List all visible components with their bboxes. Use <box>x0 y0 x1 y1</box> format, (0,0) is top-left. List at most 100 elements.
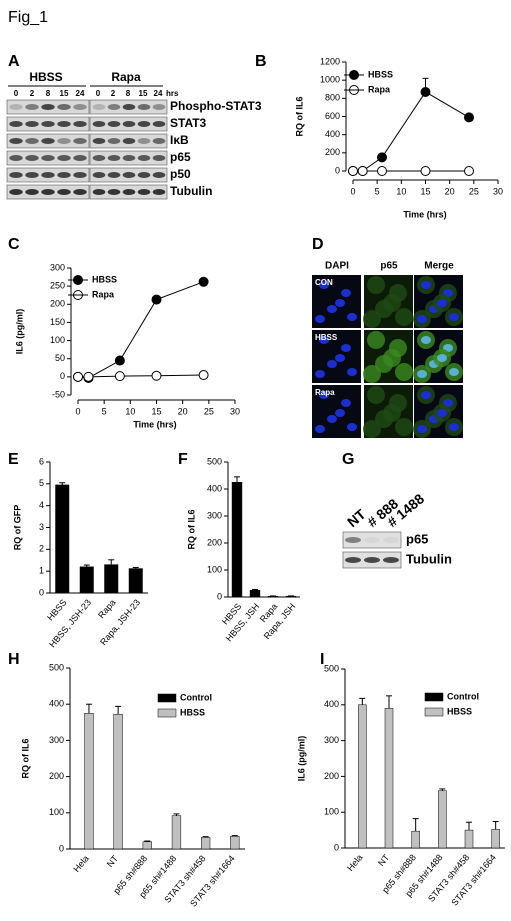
blot-band <box>152 172 166 178</box>
nucleus <box>449 313 459 321</box>
blot-band <box>152 121 166 127</box>
bar <box>464 829 474 849</box>
nucleus <box>335 299 345 307</box>
panel-label: I <box>320 651 324 668</box>
blot-band <box>57 155 71 161</box>
nucleus <box>327 305 337 313</box>
panel-label: E <box>8 451 19 468</box>
nucleus <box>319 391 329 399</box>
bar <box>285 595 297 598</box>
y-tick-label: 200 <box>325 147 340 157</box>
bar <box>55 484 70 594</box>
x-tick-label: 15 <box>151 406 161 416</box>
y-axis-title: IL6 (pg/ml) <box>14 309 24 355</box>
nucleus <box>421 281 431 289</box>
y-tick-label: 200 <box>324 771 339 781</box>
x-tick-label: 10 <box>125 406 135 416</box>
data-point <box>377 166 387 176</box>
y-tick-label: 4 <box>39 500 44 510</box>
blot-band <box>122 155 136 161</box>
blot-band <box>107 189 121 195</box>
panel-label: G <box>342 451 354 468</box>
legend-swatch <box>157 693 177 703</box>
x-tick-label: 15 <box>420 186 430 196</box>
nucleus <box>449 423 459 431</box>
cell-body <box>363 365 381 383</box>
data-point <box>83 371 94 382</box>
blot-band <box>92 155 106 161</box>
blot-band <box>345 557 361 563</box>
blot-band <box>122 172 136 178</box>
blot-band <box>9 121 23 127</box>
cell-body <box>395 418 413 436</box>
blot-band <box>9 104 23 110</box>
blot-band <box>25 189 39 195</box>
bar <box>79 566 94 594</box>
legend-label: Control <box>447 691 479 701</box>
blot-band <box>122 138 136 144</box>
data-point <box>420 166 431 176</box>
x-tick-label: Rapa <box>96 597 117 620</box>
blot-band <box>383 537 399 543</box>
bar <box>201 837 211 850</box>
blot-band <box>73 138 87 144</box>
x-axis-title: Time (hrs) <box>133 419 176 429</box>
x-tick-label: 5 <box>375 186 380 196</box>
series-line <box>78 374 204 378</box>
data-point <box>114 371 125 382</box>
bar <box>384 708 394 849</box>
nucleus <box>327 415 337 423</box>
blot-band <box>152 104 166 110</box>
blot-band <box>25 172 39 178</box>
y-tick-label: 600 <box>325 111 340 121</box>
nucleus <box>341 399 351 407</box>
cell-body <box>367 386 385 404</box>
time-label: 2 <box>30 89 35 98</box>
unit-label: hrs <box>166 89 179 98</box>
blot-band <box>73 189 87 195</box>
blot-band <box>137 189 151 195</box>
y-tick-label: 150 <box>50 317 65 327</box>
blot-band <box>152 155 166 161</box>
y-tick-label: 1 <box>39 566 44 576</box>
blot-band <box>9 138 23 144</box>
protein-label: Tubulin <box>170 184 212 198</box>
y-tick-label: 500 <box>324 663 339 673</box>
nucleus <box>417 425 427 433</box>
nucleus <box>449 368 459 376</box>
nucleus <box>437 354 447 362</box>
y-tick-label: 6 <box>39 456 44 466</box>
protein-label: p65 <box>406 531 428 546</box>
y-tick-label: 0 <box>60 371 65 381</box>
panel-label: F <box>178 451 188 468</box>
y-axis-title: RQ of GFP <box>12 505 22 551</box>
x-tick-label: HBSS <box>45 597 68 622</box>
x-tick-label: 0 <box>350 186 355 196</box>
blot-band <box>41 121 55 127</box>
y-tick-label: 300 <box>207 510 222 520</box>
time-label: 24 <box>154 89 163 98</box>
bar <box>230 836 240 850</box>
time-label: 8 <box>126 89 131 98</box>
y-tick-label: 50 <box>55 353 65 363</box>
data-point <box>73 371 83 382</box>
blot-band <box>9 172 23 178</box>
nucleus <box>335 354 345 362</box>
nucleus <box>437 409 447 417</box>
data-point <box>420 86 431 97</box>
blot-band <box>92 104 106 110</box>
y-tick-label: 100 <box>324 807 339 817</box>
y-axis-title: RQ of IL6 <box>186 510 196 550</box>
data-point <box>464 166 474 176</box>
y-tick-label: 100 <box>207 564 222 574</box>
protein-label: STAT3 <box>170 116 207 130</box>
bar <box>358 704 367 849</box>
x-tick-label: 25 <box>469 186 479 196</box>
y-axis-title: RQ of IL6 <box>294 97 304 137</box>
x-tick-label: Hela <box>71 853 91 874</box>
bar <box>267 595 279 598</box>
legend-label: Rapa <box>368 84 391 94</box>
blot-band <box>9 189 23 195</box>
blot-band <box>122 104 136 110</box>
